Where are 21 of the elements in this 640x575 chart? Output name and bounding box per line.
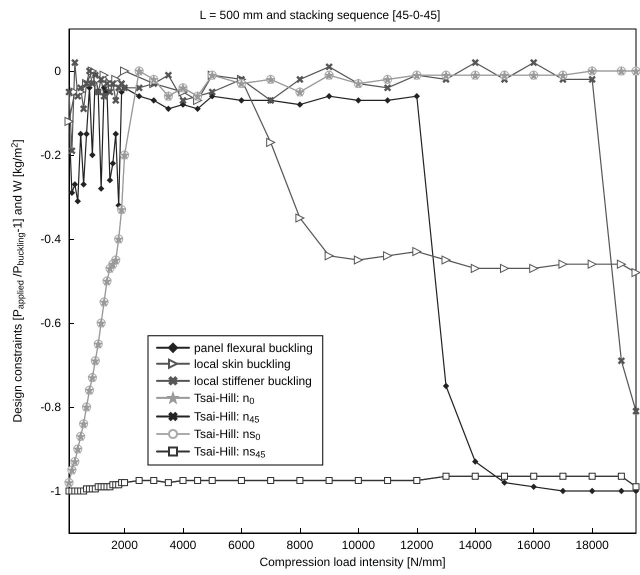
- legend-label: local stiffener buckling: [194, 374, 312, 388]
- y-tick-label: -0.2: [40, 148, 62, 162]
- y-tick-label: -0.4: [40, 232, 62, 246]
- x-tick-label: 18000: [575, 538, 610, 552]
- x-tick-label: 4000: [170, 538, 197, 552]
- y-tick-label: 0: [54, 64, 62, 78]
- y-tick-label: -1: [50, 484, 62, 498]
- x-tick-label: 2000: [111, 538, 138, 552]
- y-axis-title: Design constraints [Papplied /Pbuckling-1] and W [kg/m2]: [10, 139, 26, 423]
- x-tick-label: 6000: [228, 538, 256, 552]
- legend-label: local skin buckling: [194, 356, 291, 371]
- chart-title: L = 500 mm and stacking sequence [45-0-45]: [200, 8, 440, 22]
- x-tick-label: 12000: [400, 538, 434, 552]
- y-tick-label: -0.8: [40, 400, 62, 414]
- x-tick-label: 10000: [342, 538, 376, 552]
- y-tick-label: -0.6: [40, 316, 62, 330]
- x-tick-label: 16000: [517, 538, 551, 552]
- x-tick-label: 14000: [458, 538, 492, 552]
- x-tick-label: 8000: [286, 538, 314, 552]
- x-axis-title: Compression load intensity [N/mm]: [259, 554, 446, 569]
- legend-label: panel flexural buckling: [194, 340, 313, 355]
